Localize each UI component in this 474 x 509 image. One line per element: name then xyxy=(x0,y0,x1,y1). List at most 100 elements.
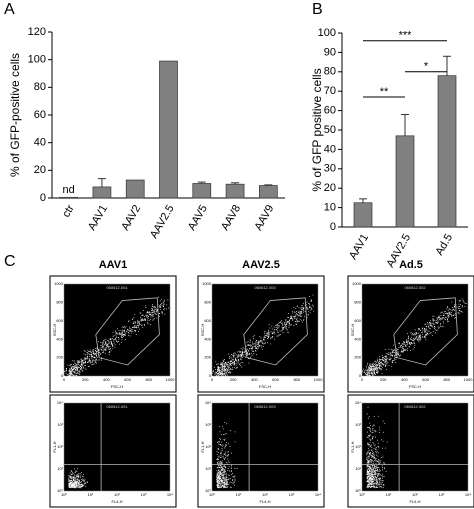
dot xyxy=(224,481,226,482)
dot xyxy=(80,474,82,476)
dot xyxy=(395,359,397,360)
dot xyxy=(126,329,128,331)
dot xyxy=(219,452,221,454)
dot xyxy=(217,486,219,488)
dot xyxy=(370,454,372,456)
dot xyxy=(217,462,218,464)
dot xyxy=(75,477,77,479)
dot xyxy=(382,484,384,486)
dot xyxy=(217,485,219,487)
dot xyxy=(307,314,309,316)
dot xyxy=(112,331,114,333)
dot xyxy=(72,483,74,485)
dot xyxy=(384,363,386,365)
dot xyxy=(217,487,219,488)
dot xyxy=(407,349,408,351)
x-tick-label: 0 xyxy=(211,377,214,382)
dot xyxy=(247,354,248,356)
dot xyxy=(105,344,107,346)
y-tick-label: 120 xyxy=(28,26,46,38)
dot xyxy=(161,312,163,314)
dot xyxy=(292,319,294,321)
dot xyxy=(225,363,226,365)
dot xyxy=(374,468,376,470)
dot xyxy=(375,467,377,469)
dot xyxy=(79,481,81,483)
dot xyxy=(239,351,241,353)
dot xyxy=(69,370,71,372)
dot xyxy=(371,371,373,373)
dot xyxy=(227,454,229,455)
dot xyxy=(368,468,369,470)
dot xyxy=(288,327,290,329)
dot xyxy=(401,343,403,345)
dot xyxy=(375,476,377,478)
dot xyxy=(371,444,372,446)
dot xyxy=(151,312,153,314)
dot xyxy=(373,485,375,487)
dot xyxy=(242,354,244,356)
dot xyxy=(152,311,153,313)
dot xyxy=(371,463,373,465)
dot xyxy=(369,367,371,369)
dot xyxy=(295,317,297,319)
dot xyxy=(72,484,74,486)
dot xyxy=(240,351,241,353)
dot xyxy=(403,346,405,347)
dot xyxy=(422,333,424,335)
error-bar xyxy=(264,184,273,186)
y-tick-label: 100 xyxy=(28,54,46,66)
dot xyxy=(385,361,387,363)
dot xyxy=(376,365,378,367)
dot xyxy=(136,327,138,328)
dot xyxy=(298,315,300,316)
dot xyxy=(384,360,386,362)
dot xyxy=(99,347,101,349)
dot xyxy=(96,362,97,364)
dot xyxy=(84,362,86,364)
dot xyxy=(376,365,378,367)
dot xyxy=(228,353,230,355)
dot xyxy=(234,482,236,484)
dot xyxy=(229,369,231,371)
dot xyxy=(222,465,224,467)
dot xyxy=(77,475,79,477)
y-tick-label: 10² xyxy=(205,444,211,449)
dot xyxy=(256,347,257,349)
dot xyxy=(134,320,136,322)
dot xyxy=(230,486,231,488)
dot xyxy=(219,485,221,487)
dot xyxy=(73,485,74,486)
dot xyxy=(241,356,243,358)
dot xyxy=(220,483,222,485)
dot xyxy=(95,354,97,356)
dot xyxy=(233,367,235,369)
dot xyxy=(81,362,82,364)
dot xyxy=(369,472,371,474)
dot xyxy=(216,485,218,487)
dot xyxy=(77,363,79,365)
dot xyxy=(418,328,420,330)
dot xyxy=(379,486,381,488)
dot xyxy=(370,469,372,471)
dot xyxy=(117,341,119,343)
dot xyxy=(367,369,369,371)
dot xyxy=(74,369,76,370)
dot xyxy=(367,479,369,481)
dot xyxy=(70,486,72,488)
dot xyxy=(378,478,379,479)
dot xyxy=(447,307,449,308)
dot xyxy=(93,350,94,352)
dot xyxy=(370,439,372,441)
plot-id: 060612.003 xyxy=(254,404,276,409)
dot xyxy=(375,467,377,469)
dot xyxy=(223,471,225,473)
dot xyxy=(70,480,72,482)
dot xyxy=(371,481,373,482)
dot xyxy=(377,368,378,369)
dot xyxy=(367,484,369,486)
dot xyxy=(92,355,94,357)
dot xyxy=(413,340,415,342)
dot xyxy=(222,484,224,486)
dot xyxy=(447,315,449,316)
